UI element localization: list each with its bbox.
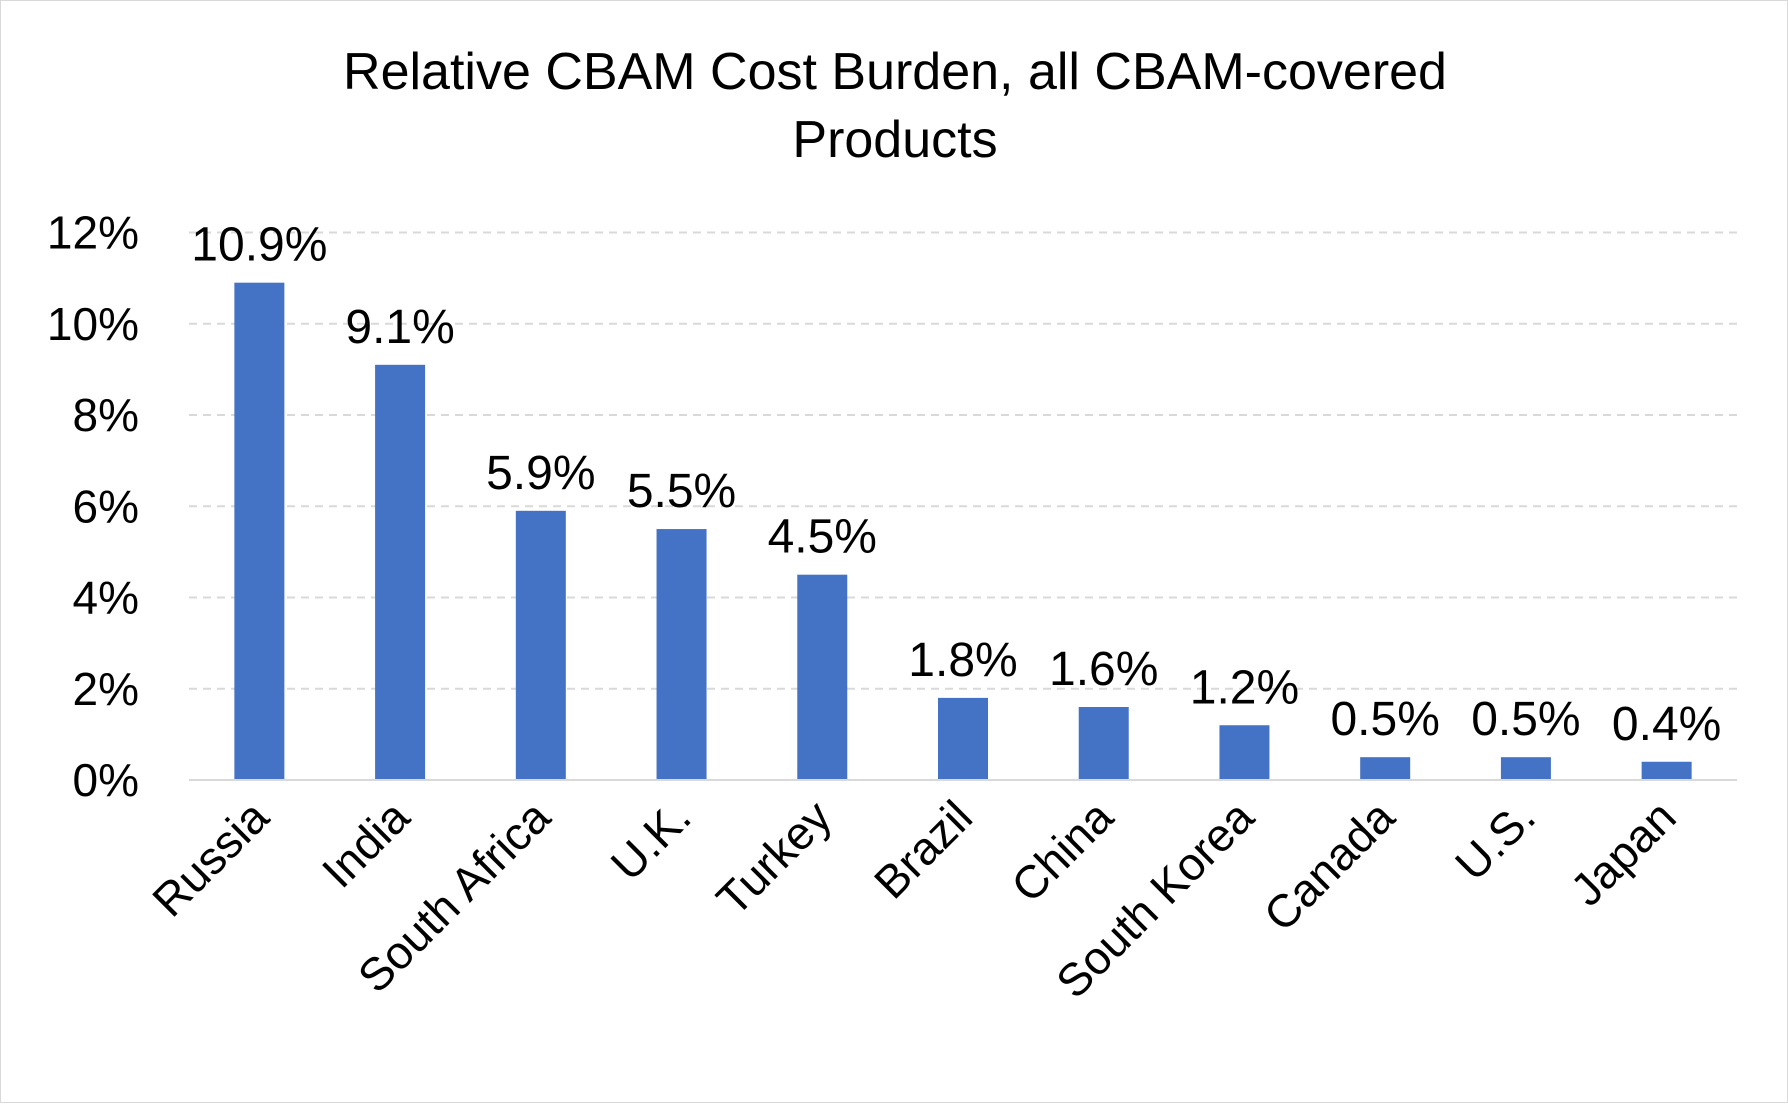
- bar-brazil: [938, 697, 988, 780]
- x-tick-label: India: [312, 790, 420, 898]
- bar-south-korea: [1219, 725, 1270, 780]
- x-tick-label: Russia: [142, 790, 278, 926]
- data-label: 0.5%: [1471, 693, 1580, 746]
- y-tick-label: 10%: [47, 298, 139, 350]
- bar-turkey: [797, 574, 848, 780]
- bar-u-s-: [1500, 757, 1551, 780]
- data-label: 10.9%: [191, 219, 327, 272]
- y-tick-label: 0%: [73, 754, 139, 806]
- bar-india: [375, 364, 426, 780]
- data-label: 1.6%: [1049, 643, 1158, 696]
- x-tick-label: Turkey: [706, 790, 841, 925]
- data-label: 5.9%: [486, 447, 595, 500]
- x-tick-label: U.K.: [601, 790, 701, 890]
- data-label: 0.4%: [1612, 698, 1721, 751]
- data-label: 4.5%: [768, 511, 877, 564]
- x-tick-label: China: [1001, 790, 1123, 912]
- y-tick-label: 4%: [73, 572, 139, 624]
- chart-title-line-2: Products: [792, 111, 997, 169]
- data-label: 1.8%: [908, 634, 1017, 687]
- bar-south-africa: [515, 510, 566, 780]
- gridlines: [189, 231, 1737, 690]
- bar-china: [1078, 707, 1129, 780]
- data-label: 1.2%: [1190, 661, 1299, 714]
- bar-u-k-: [656, 529, 707, 780]
- x-tick-label: U.S.: [1445, 790, 1545, 890]
- y-tick-label: 2%: [73, 663, 139, 715]
- y-tick-label: 8%: [73, 389, 139, 441]
- y-axis-ticks: 0% 2% 4% 6% 8% 10% 12%: [47, 207, 139, 807]
- bar-canada: [1360, 757, 1411, 780]
- x-tick-label: Canada: [1254, 790, 1405, 941]
- bars: [234, 282, 1692, 780]
- data-label: 0.5%: [1330, 693, 1439, 746]
- y-tick-label: 12%: [47, 207, 139, 259]
- data-label: 5.5%: [627, 465, 736, 518]
- data-label: 9.1%: [345, 301, 454, 354]
- bar-japan: [1641, 761, 1692, 780]
- x-tick-label: Japan: [1560, 790, 1685, 915]
- x-tick-label: Brazil: [864, 790, 982, 908]
- bar-russia: [234, 282, 285, 780]
- chart-title-line-1: Relative CBAM Cost Burden, all CBAM-cove…: [343, 43, 1447, 101]
- data-labels: 10.9% 9.1% 5.9% 5.5% 4.5% 1.8% 1.6% 1.2% 0.5% 0.5…: [191, 219, 1721, 751]
- y-tick-label: 6%: [73, 480, 139, 532]
